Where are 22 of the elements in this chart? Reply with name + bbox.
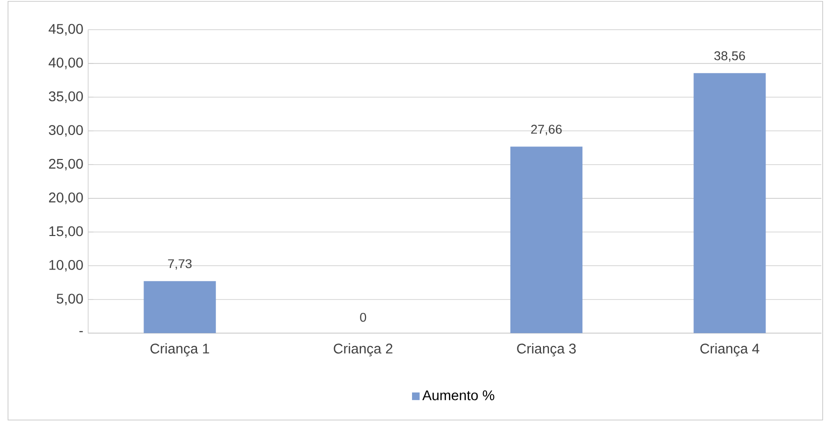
bar [144, 280, 216, 334]
y-tick-label: 30,00 [48, 124, 83, 137]
x-tick-label: Criança 1 [150, 343, 210, 356]
x-tick-label: Criança 2 [334, 343, 392, 356]
legend-label: Aumento % [422, 390, 494, 400]
y-tick-label: 35,00 [48, 91, 83, 103]
y-tick-label: 5,00 [56, 294, 83, 306]
x-tick-label: Criança 3 [517, 343, 576, 356]
y-tick-label: 10,00 [49, 260, 83, 272]
y-tick-label: 15,00 [49, 226, 83, 238]
y-tick-label: 45,00 [48, 24, 83, 36]
bar [694, 72, 766, 334]
data-label: 0 [360, 312, 366, 322]
y-tick-label: - [79, 330, 83, 332]
data-label: 7,73 [168, 259, 192, 270]
data-label: 38,56 [714, 51, 745, 62]
y-tick-label: 25,00 [49, 158, 83, 170]
y-tick-label: 40,00 [48, 57, 83, 70]
data-label: 27,66 [531, 124, 562, 136]
x-tick-label: Criança 4 [700, 343, 760, 356]
bar [510, 146, 582, 334]
y-tick-label: 20,00 [49, 192, 83, 204]
